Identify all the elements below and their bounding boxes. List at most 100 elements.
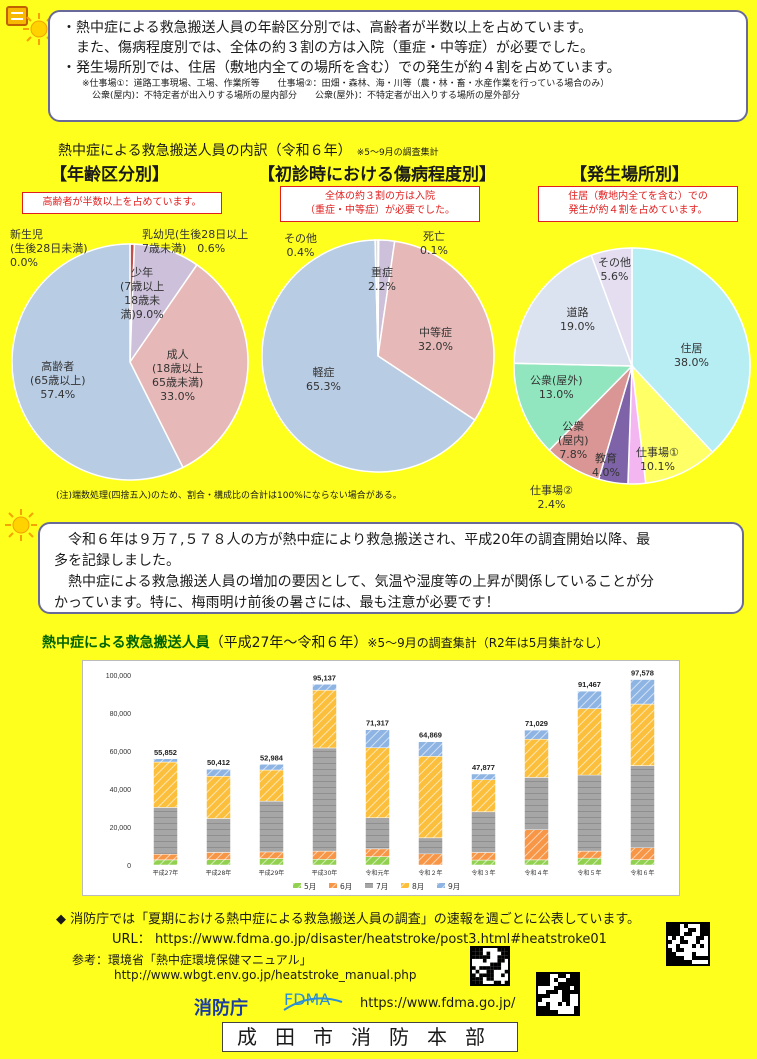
x-tick-label: 平成30年 — [312, 869, 338, 877]
summary-line-3: ・発生場所別では、住居（敷地内全ての場所を含む）での発生が約４割を占めています。 — [62, 60, 621, 76]
legend-label: 7月 — [376, 882, 388, 891]
qr-code-icon[interactable] — [666, 922, 710, 966]
bar-segment-8月 — [418, 756, 443, 839]
sun-icon — [5, 509, 37, 541]
bar-segment-9月 — [418, 741, 443, 757]
qr-code-icon[interactable] — [470, 946, 510, 986]
bar-chart-title: 熱中症による救急搬送人員 — [42, 635, 210, 651]
label-education: 教育 4.0% — [592, 452, 620, 479]
summary-note-2: 公衆(屋内)：不特定者が出入りする場所の屋内部分 公衆(屋外)：不特定者が出入り… — [92, 91, 521, 101]
pie-slice — [377, 240, 495, 422]
bar-total-label: 50,412 — [207, 758, 230, 767]
fdma-logo-text: FDMA — [284, 990, 331, 1009]
x-tick-label: 平成27年 — [153, 869, 179, 877]
bar-segment-8月 — [577, 708, 602, 776]
x-tick-label: 令和５年 — [577, 869, 601, 877]
bar-segment-5月 — [524, 859, 549, 866]
record-line-4: かっています。特に、梅雨明け前後の暑さには、最も注意が必要です！ — [54, 595, 500, 611]
label-moderate: 中等症 32.0% — [418, 326, 453, 353]
callout-location: 住居（敷地内全てを含む）での 発生が約４割を占めています。 — [538, 186, 738, 222]
bar-segment-8月 — [259, 769, 284, 802]
bar-segment-9月 — [312, 684, 337, 691]
fdma-logo-jp: 消防庁 — [194, 998, 248, 1019]
record-box: 令和６年は９万７,５７８人の方が熱中症により救急搬送され、平成20年の調査開始以… — [38, 522, 744, 614]
fdma-heatstroke-link[interactable]: https://www.fdma.go.jp/disaster/heatstro… — [154, 932, 607, 947]
bar-segment-9月 — [630, 679, 655, 705]
reference-link[interactable]: http://www.wbgt.env.go.jp/heatstroke_man… — [114, 968, 417, 982]
qr-code-icon[interactable] — [536, 972, 580, 1016]
bar-segment-7月 — [312, 747, 337, 852]
url-row: URL： https://www.fdma.go.jp/disaster/hea… — [112, 928, 607, 947]
callout-age: 高齢者が半数以上を占めています。 — [22, 192, 222, 214]
bar-segment-6月 — [630, 847, 655, 860]
y-tick-label: 20,000 — [110, 825, 132, 832]
bar-segment-7月 — [259, 800, 284, 853]
bar-segment-6月 — [312, 850, 337, 860]
bar-segment-6月 — [206, 852, 231, 860]
label-mild: 軽症 65.3% — [306, 366, 341, 393]
bar-segment-7月 — [577, 774, 602, 852]
callout-severity: 全体の約３割の方は入院 （重症・中等症）が必要でした。 — [280, 186, 480, 222]
bar-total-label: 64,869 — [419, 731, 442, 740]
bar-segment-5月 — [206, 859, 231, 866]
summary-line-1: ・熱中症による救急搬送人員の年齢区分別では、高齢者が半数以上を占めています。 — [62, 20, 593, 36]
pie-chart-location — [513, 247, 751, 485]
bar-segment-7月 — [365, 817, 390, 850]
y-tick-label: 0 — [127, 863, 131, 870]
bar-chart-note: ※5～9月の調査集計（R2年は5月集計なし） — [367, 636, 609, 650]
bar-segment-9月 — [153, 758, 178, 763]
pie-heading-location: 【発生場所別】 — [570, 165, 689, 185]
pie-chart-age — [11, 243, 249, 481]
bar-segment-5月 — [630, 859, 655, 866]
bar-segment-8月 — [630, 703, 655, 766]
bar-chart-panel: 0 20,000 40,000 60,000 80,000 100,000 55,852 平成… — [82, 660, 680, 896]
x-tick-label: 令和６年 — [630, 869, 654, 877]
bar-chart: 0 20,000 40,000 60,000 80,000 100,000 55,852 平成… — [106, 669, 655, 891]
x-tick-label: 令和２年 — [418, 869, 442, 877]
x-tick-label: 令和元年 — [365, 869, 389, 877]
bar-segment-9月 — [259, 764, 284, 771]
label-work1: 仕事場① 10.1% — [636, 446, 679, 473]
legend-label: 5月 — [304, 882, 316, 891]
pie-slice — [590, 247, 633, 367]
x-tick-label: 平成29年 — [259, 869, 285, 877]
legend-label: 9月 — [448, 882, 460, 891]
x-tick-label: 平成28年 — [206, 869, 232, 877]
bar-segment-8月 — [365, 747, 390, 818]
bar-total-label: 55,852 — [154, 748, 177, 757]
bar-segment-5月 — [471, 859, 496, 866]
label-other-severity: その他 0.4% — [284, 232, 317, 259]
bar-segment-6月 — [471, 852, 496, 861]
record-line-3: 熱中症による救急搬送人員の増加の要因として、気温や湿度等の上昇が関係していること… — [68, 574, 655, 590]
bar-segment-7月 — [418, 837, 443, 855]
bar-chart-range: （平成27年～令和６年） — [209, 635, 368, 651]
bar-segment-8月 — [312, 689, 337, 749]
url-label: URL： — [112, 932, 151, 947]
x-tick-label: 令和３年 — [471, 869, 495, 877]
y-tick-label: 80,000 — [110, 711, 132, 718]
label-home: 住居 38.0% — [674, 342, 709, 369]
bar-segment-6月 — [577, 850, 602, 859]
bar-segment-9月 — [206, 768, 231, 777]
fdma-logo-en: FDMA — [282, 988, 344, 1016]
label-severe: 重症 2.2% — [368, 266, 396, 293]
memo-icon — [6, 6, 28, 26]
narita-fire-dept: 成田市消防本部 — [222, 1022, 518, 1052]
legend-swatch — [293, 883, 301, 888]
bar-segment-9月 — [577, 690, 602, 709]
breakdown-footnote: (注)端数処理(四捨五入)のため、割合・構成比の合計は100%にならない場合があ… — [56, 491, 402, 501]
reference-row: 参考：環境省「熱中症環境保健マニュアル」 — [72, 952, 312, 968]
x-tick-label: 令和４年 — [524, 869, 548, 877]
label-youth: 少年 (7歳以上 18歳未 満)9.0% — [120, 266, 165, 321]
label-work2: 仕事場② 2.4% — [530, 484, 573, 511]
bar-total-label: 71,317 — [366, 719, 389, 728]
bar-segment-7月 — [471, 811, 496, 853]
bar-segment-5月 — [577, 857, 602, 866]
bar-segment-6月 — [365, 848, 390, 857]
bar-segment-7月 — [524, 777, 549, 830]
fdma-site-link[interactable]: https://www.fdma.go.jp/ — [360, 996, 516, 1011]
pie-slice — [513, 254, 634, 367]
legend-swatch — [365, 883, 373, 888]
record-line-1: 令和６年は９万７,５７８人の方が熱中症により救急搬送され、平成20年の調査開始以… — [68, 532, 651, 548]
label-death: 死亡 0.1% — [420, 230, 448, 257]
